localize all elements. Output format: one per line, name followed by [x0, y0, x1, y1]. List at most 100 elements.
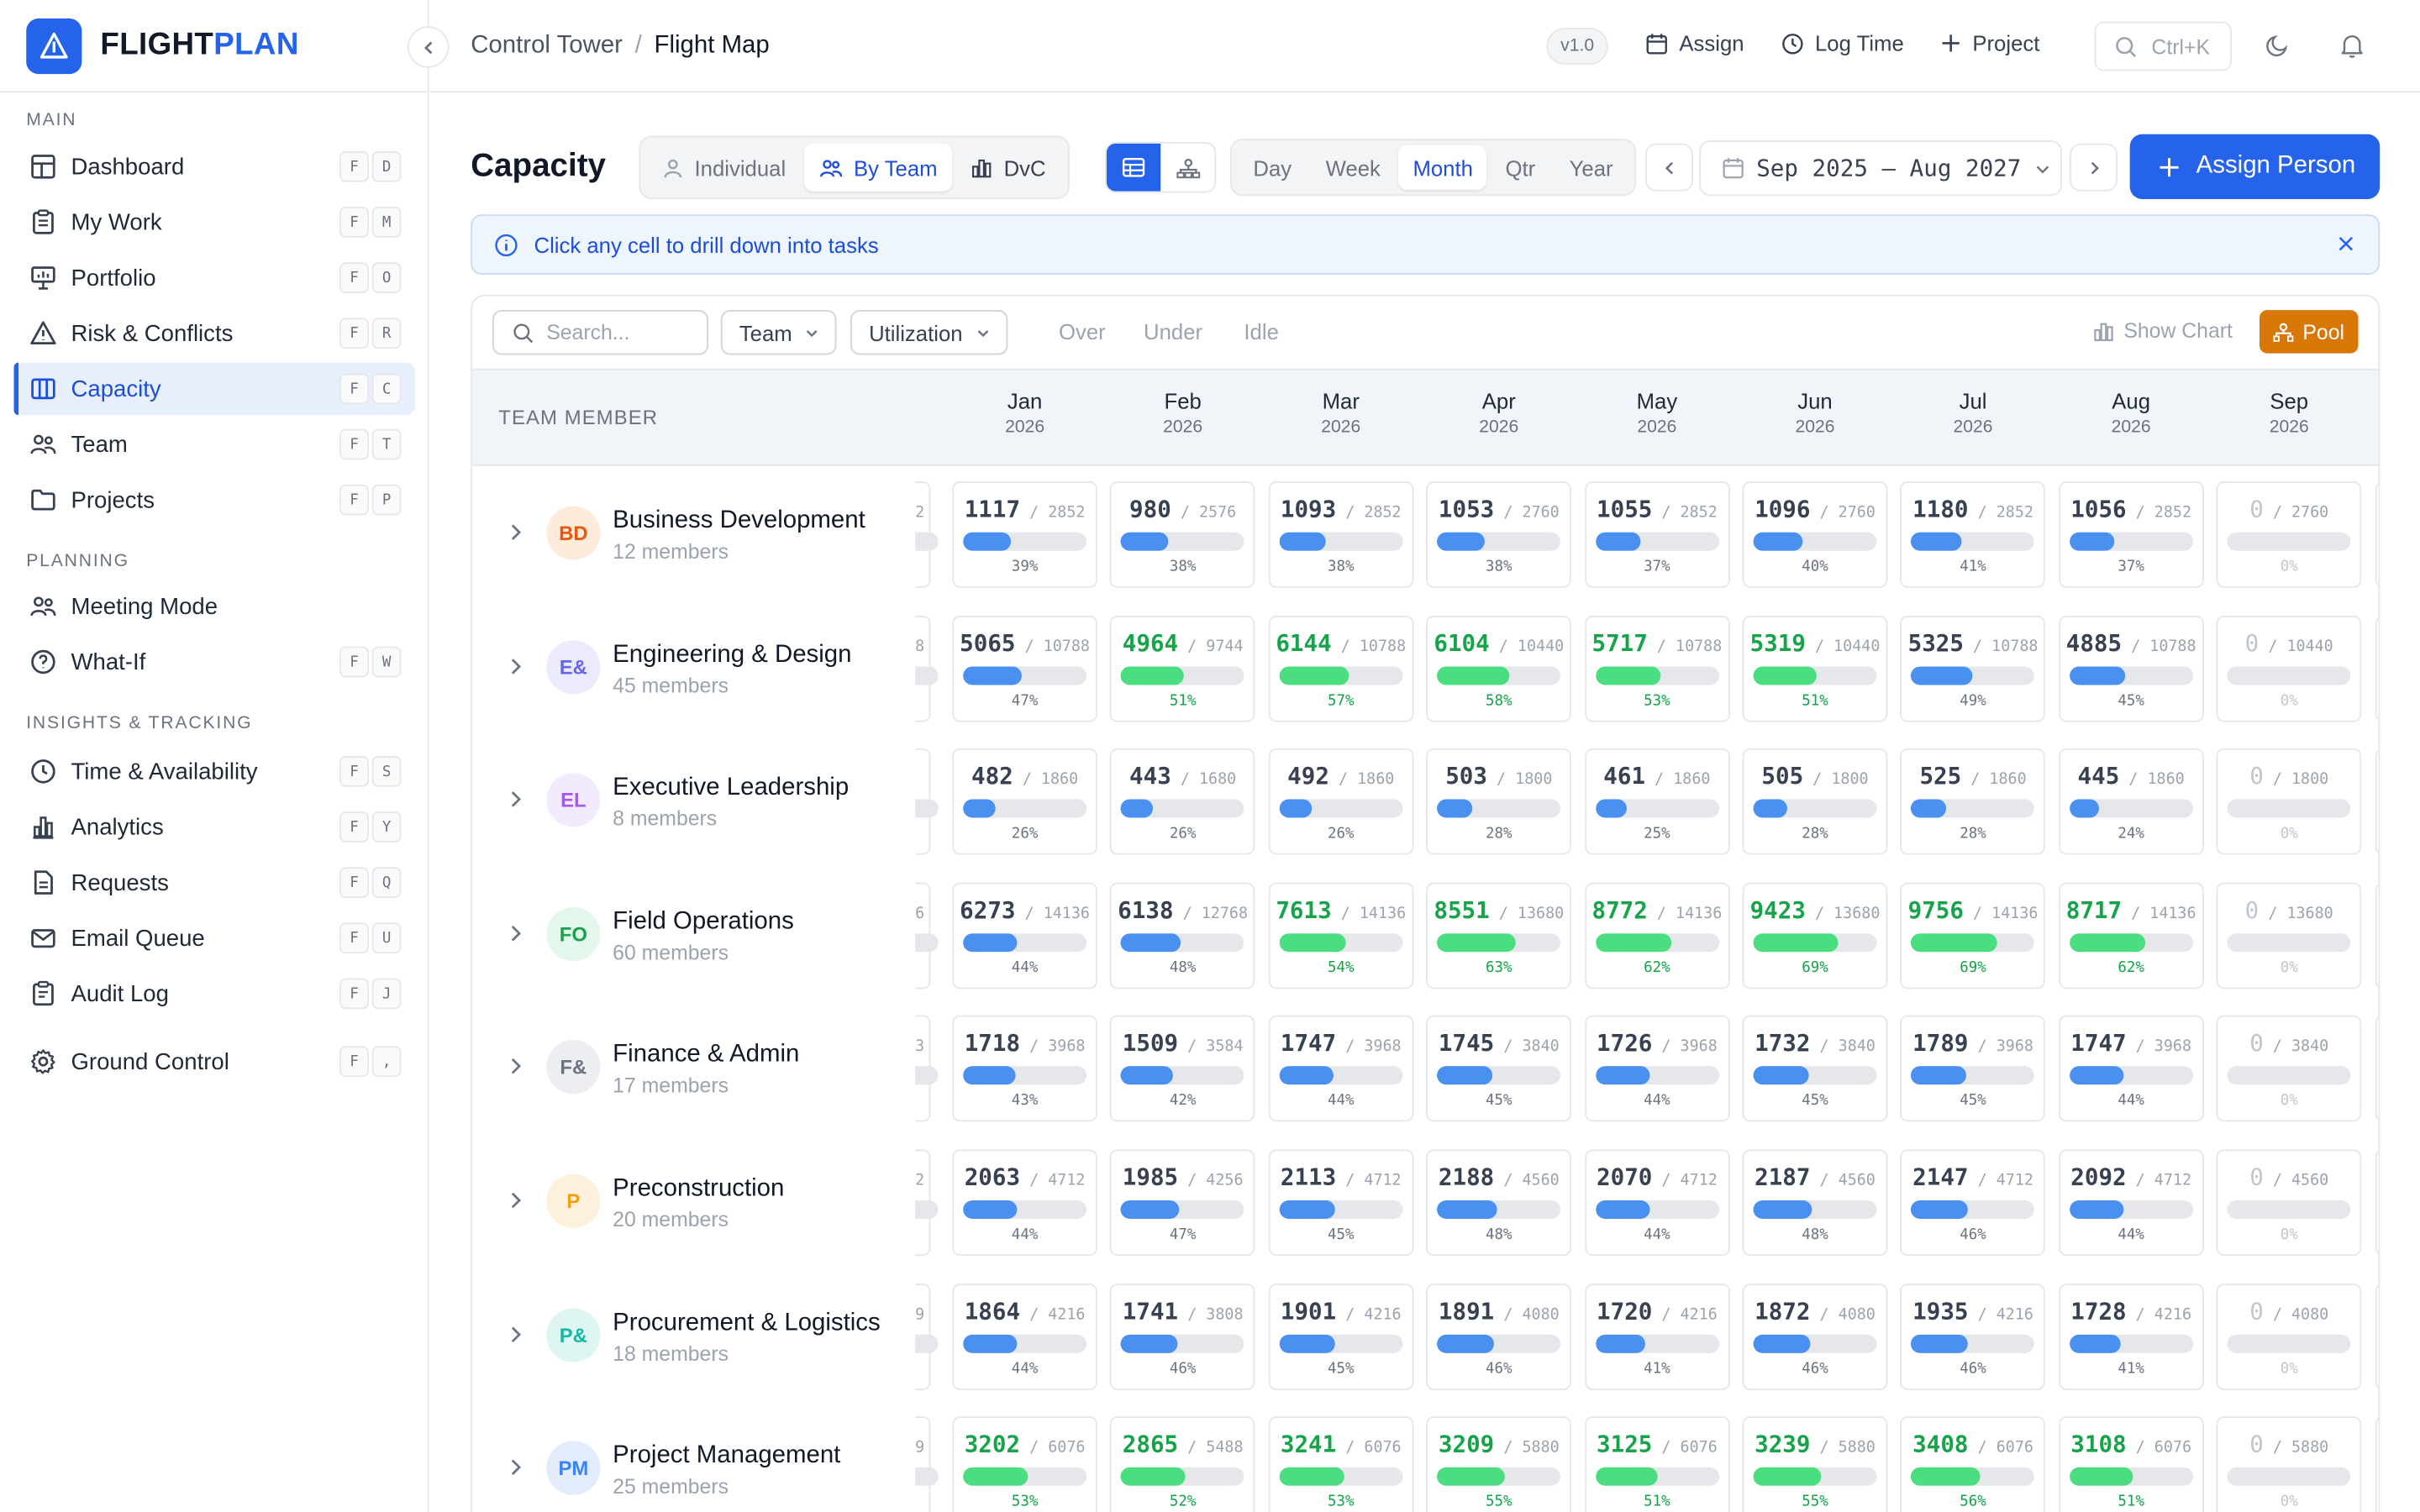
capacity-cell[interactable]: 5319 / 10440 51%: [1742, 615, 1888, 722]
period-month-button[interactable]: Month: [1398, 144, 1487, 190]
next-period-button[interactable]: [2070, 143, 2118, 192]
filter-over[interactable]: Over: [1059, 319, 1106, 344]
capacity-cell[interactable]: 8772 / 14136 62%: [1584, 882, 1730, 989]
capacity-cell[interactable]: 1055 / 2852 37%: [1584, 481, 1730, 588]
capacity-cell[interactable]: 0 / 14136 0%: [2374, 882, 2379, 989]
capacity-cell[interactable]: 2: [915, 1149, 939, 1257]
chevron-right-icon[interactable]: [506, 1457, 524, 1478]
capacity-cell[interactable]: 0 / 5880 0%: [2216, 1416, 2362, 1512]
capacity-cell[interactable]: 2113 / 4712 45%: [1268, 1149, 1414, 1257]
capacity-cell[interactable]: 9423 / 13680 69%: [1742, 882, 1888, 989]
nav-ground-control[interactable]: Ground Control F,: [14, 1035, 416, 1087]
new-project-button[interactable]: Project: [1940, 31, 2039, 55]
assign-button[interactable]: Assign: [1645, 31, 1744, 55]
capacity-cell[interactable]: 1985 / 4256 47%: [1110, 1149, 1255, 1257]
capacity-cell[interactable]: 3209 / 5880 55%: [1426, 1416, 1572, 1512]
capacity-cell[interactable]: 461 / 1860 25%: [1584, 748, 1730, 855]
capacity-cell[interactable]: 503 / 1800 28%: [1426, 748, 1572, 855]
capacity-cell[interactable]: 2865 / 5488 52%: [1110, 1416, 1255, 1512]
team-row[interactable]: P& Procurement & Logistics 18 members 9 1864…: [472, 1269, 2379, 1404]
command-search-button[interactable]: Ctrl+K: [2094, 21, 2232, 71]
view-dvc-button[interactable]: DvC: [956, 144, 1061, 192]
capacity-cell[interactable]: 3125 / 6076 51%: [1584, 1416, 1730, 1512]
capacity-cell[interactable]: 3108 / 6076 51%: [2058, 1416, 2204, 1512]
capacity-cell[interactable]: 0 / 10440 0%: [2216, 615, 2362, 722]
capacity-cell[interactable]: 8551 / 13680 63%: [1426, 882, 1572, 989]
capacity-cell[interactable]: 980 / 2576 38%: [1110, 481, 1255, 588]
capacity-cell[interactable]: 1872 / 4080 46%: [1742, 1283, 1888, 1390]
capacity-cell[interactable]: 6: [915, 882, 939, 989]
capacity-cell[interactable]: 0 / 3968 0%: [2374, 1016, 2379, 1123]
show-chart-button[interactable]: Show Chart: [2093, 319, 2233, 343]
assign-person-button[interactable]: Assign Person: [2129, 134, 2381, 199]
team-row[interactable]: BD Business Development 12 members 2 1117 / …: [472, 468, 2379, 602]
chevron-right-icon[interactable]: [506, 655, 524, 677]
capacity-cell[interactable]: 3239 / 5880 55%: [1742, 1416, 1888, 1512]
log-time-button[interactable]: Log Time: [1781, 31, 1904, 55]
brand[interactable]: FLIGHTPLAN: [0, 0, 428, 93]
capacity-cell[interactable]: 1726 / 3968 44%: [1584, 1016, 1730, 1123]
date-range-picker[interactable]: Sep 2025 – Aug 2027: [1699, 140, 2062, 197]
filter-under[interactable]: Under: [1144, 319, 1203, 344]
capacity-cell[interactable]: 3241 / 6076 53%: [1268, 1416, 1414, 1512]
capacity-cell[interactable]: 5717 / 10788 53%: [1584, 615, 1730, 722]
team-row[interactable]: E& Engineering & Design 45 members 8 5065 / …: [472, 601, 2379, 736]
nav-meeting-mode[interactable]: Meeting Mode: [14, 580, 416, 633]
capacity-cell[interactable]: 0 / 6076 0%: [2374, 1416, 2379, 1512]
team-row[interactable]: FO Field Operations 60 members 6 6273 / 1413…: [472, 869, 2379, 1003]
capacity-cell[interactable]: 3: [915, 1016, 939, 1123]
team-row[interactable]: EL Executive Leadership 8 members 482 / 186…: [472, 735, 2379, 869]
pool-button[interactable]: Pool: [2259, 310, 2359, 354]
capacity-cell[interactable]: 1180 / 2852 41%: [1900, 481, 2046, 588]
capacity-cell[interactable]: 6273 / 14136 44%: [952, 882, 1097, 989]
capacity-cell[interactable]: 9: [915, 1416, 939, 1512]
team-row[interactable]: P Preconstruction 20 members 2 2063 / 4712 44…: [472, 1136, 2379, 1270]
capacity-cell[interactable]: 1053 / 2760 38%: [1426, 481, 1572, 588]
notifications-button[interactable]: [2339, 33, 2364, 66]
view-by-team-button[interactable]: By Team: [804, 143, 953, 192]
utilization-filter-dropdown[interactable]: Utilization: [850, 310, 1007, 355]
capacity-cell[interactable]: 1891 / 4080 46%: [1426, 1283, 1572, 1390]
capacity-cell[interactable]: 492 / 1860 26%: [1268, 748, 1414, 855]
capacity-cell[interactable]: 9756 / 14136 69%: [1900, 882, 2046, 989]
capacity-cell[interactable]: 8: [915, 615, 939, 722]
breadcrumb-control-tower[interactable]: Control Tower: [471, 32, 623, 59]
capacity-cell[interactable]: 5325 / 10788 49%: [1900, 615, 2046, 722]
capacity-cell[interactable]: 3202 / 6076 53%: [952, 1416, 1097, 1512]
capacity-cell[interactable]: 3408 / 6076 56%: [1900, 1416, 2046, 1512]
capacity-cell[interactable]: 2: [915, 481, 939, 588]
capacity-cell[interactable]: 1747 / 3968 44%: [2058, 1016, 2204, 1123]
capacity-cell[interactable]: 482 / 1860 26%: [952, 748, 1097, 855]
capacity-cell[interactable]: 1732 / 3840 45%: [1742, 1016, 1888, 1123]
capacity-cell[interactable]: 1056 / 2852 37%: [2058, 481, 2204, 588]
capacity-cell[interactable]: 2092 / 4712 44%: [2058, 1149, 2204, 1257]
capacity-cell[interactable]: 1745 / 3840 45%: [1426, 1016, 1572, 1123]
team-filter-dropdown[interactable]: Team: [720, 310, 837, 355]
capacity-cell[interactable]: 1864 / 4216 44%: [952, 1283, 1097, 1390]
capacity-cell[interactable]: 7613 / 14136 54%: [1268, 882, 1414, 989]
capacity-cell[interactable]: 1093 / 2852 38%: [1268, 481, 1414, 588]
org-view-button[interactable]: [1160, 144, 1214, 192]
collapse-sidebar-button[interactable]: [407, 26, 450, 68]
capacity-cell[interactable]: 1747 / 3968 44%: [1268, 1016, 1414, 1123]
capacity-cell[interactable]: 0 / 4080 0%: [2216, 1283, 2362, 1390]
capacity-cell[interactable]: 1718 / 3968 43%: [952, 1016, 1097, 1123]
capacity-cell[interactable]: 5065 / 10788 47%: [952, 615, 1097, 722]
chevron-right-icon[interactable]: [506, 789, 524, 811]
period-qtr-button[interactable]: Qtr: [1505, 155, 1536, 180]
capacity-cell[interactable]: 0 / 4216 0%: [2374, 1283, 2379, 1390]
capacity-cell[interactable]: 1789 / 3968 45%: [1900, 1016, 2046, 1123]
capacity-cell[interactable]: 505 / 1800 28%: [1742, 748, 1888, 855]
period-week-button[interactable]: Week: [1325, 155, 1381, 180]
capacity-cell[interactable]: 9: [915, 1283, 939, 1390]
capacity-cell[interactable]: 1728 / 4216 41%: [2058, 1283, 2204, 1390]
